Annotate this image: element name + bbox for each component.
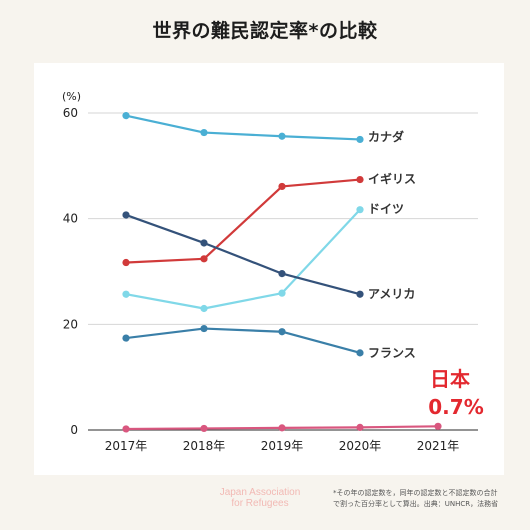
y-axis-unit: (%): [62, 90, 81, 103]
y-tick-label: 20: [63, 317, 78, 331]
footnote-line-2: で割った百分率として算出。出典：UNHCR，法務省: [333, 500, 499, 508]
highlight-country-label: 日本: [430, 367, 470, 391]
series-label: アメリカ: [368, 287, 415, 301]
series-label: ドイツ: [368, 202, 404, 216]
data-point: [278, 328, 286, 336]
org-watermark: Japan Association for Refugees: [190, 487, 330, 509]
x-tick-label: 2020年: [339, 439, 382, 453]
org-line-2: for Refugees: [231, 498, 289, 509]
footnote-line-1: *その年の認定数を，同年の認定数と不認定数の合計: [333, 489, 498, 497]
x-tick-label: 2017年: [105, 439, 148, 453]
data-point: [200, 255, 208, 263]
series-label: イギリス: [368, 171, 416, 186]
data-point: [200, 304, 208, 313]
y-tick-label: 60: [63, 106, 78, 120]
y-tick-label: 0: [70, 423, 78, 437]
data-point: [356, 206, 364, 214]
data-point: [200, 324, 208, 333]
x-tick-label: 2021年: [417, 439, 460, 453]
series-line: [125, 213, 361, 296]
data-point: [200, 239, 208, 247]
data-point: [122, 290, 130, 298]
series-label: カナダ: [368, 129, 404, 144]
data-point: [434, 422, 442, 430]
org-line-1: Japan Association: [219, 487, 301, 498]
data-point: [278, 289, 286, 297]
x-tick-label: 2019年: [261, 439, 304, 453]
data-point: [356, 290, 364, 298]
data-point: [122, 425, 130, 433]
x-tick-label: 2018年: [183, 439, 226, 453]
footnote: *その年の認定数を，同年の認定数と不認定数の合計 で割った百分率として算出。出典…: [333, 488, 523, 510]
data-point: [356, 135, 364, 144]
chart-title: 世界の難民認定率*の比較: [152, 20, 378, 42]
data-point: [278, 132, 286, 140]
data-point: [122, 211, 130, 219]
data-point: [278, 182, 286, 191]
series-label: フランス: [368, 346, 416, 360]
data-point: [278, 270, 286, 278]
y-tick-label: 40: [63, 212, 78, 226]
data-point: [356, 349, 364, 357]
series-line: [125, 114, 361, 141]
data-point: [200, 424, 208, 433]
series-line: [125, 178, 361, 264]
data-point: [278, 424, 286, 432]
data-point: [200, 128, 208, 137]
data-point: [122, 258, 130, 267]
data-point: [356, 423, 364, 431]
data-point: [122, 334, 130, 342]
highlight-value-label: 0.7%: [428, 395, 483, 419]
series-line: [125, 208, 361, 310]
series-line: [125, 327, 361, 354]
data-point: [356, 175, 364, 184]
data-point: [122, 112, 130, 120]
